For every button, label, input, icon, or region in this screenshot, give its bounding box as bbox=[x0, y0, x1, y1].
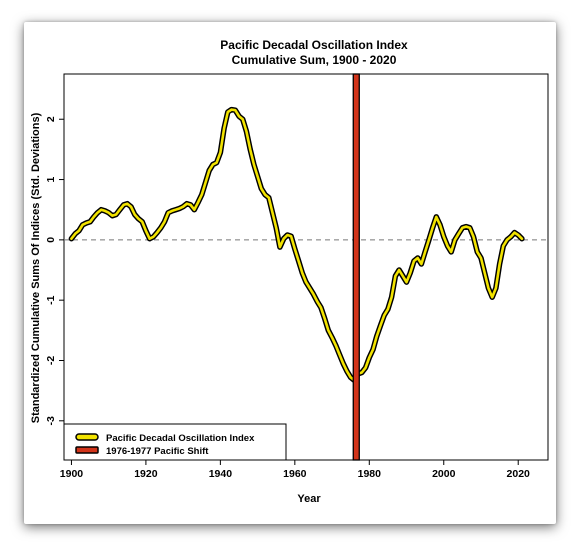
y-tick-label: -3 bbox=[45, 416, 57, 425]
x-tick-label: 1960 bbox=[283, 468, 307, 480]
ticks-layer: 1900 1920 1940 1960 1980 2000 2020 -3 -2 -1 0 1 2 bbox=[45, 116, 530, 480]
y-tick-label: 0 bbox=[45, 237, 57, 243]
pacific-shift-bar bbox=[352, 73, 360, 461]
y-tick-label: 2 bbox=[45, 116, 57, 122]
legend: Pacific Decadal Oscillation Index 1976-1… bbox=[63, 423, 287, 461]
x-tick-label: 1980 bbox=[358, 468, 382, 480]
chart-subtitle: Cumulative Sum, 1900 - 2020 bbox=[232, 53, 397, 67]
x-tick-label: 1920 bbox=[134, 468, 158, 480]
plot-frame bbox=[63, 73, 549, 461]
shift-layer bbox=[352, 73, 360, 461]
y-tick-label: -1 bbox=[45, 295, 57, 304]
x-axis-label: Year bbox=[297, 493, 321, 505]
x-tick-label: 1900 bbox=[60, 468, 84, 480]
x-tick-label: 2020 bbox=[507, 468, 531, 480]
legend-key-shift bbox=[75, 446, 99, 454]
y-axis-label: Standardized Cumulative Sums Of Indices … bbox=[30, 112, 42, 423]
legend-box bbox=[63, 423, 287, 461]
x-tick-label: 1940 bbox=[209, 468, 233, 480]
chart-card: Pacific Decadal Oscillation Index Cumula… bbox=[24, 22, 556, 524]
x-tick-label: 2000 bbox=[432, 468, 456, 480]
y-tick-label: -2 bbox=[45, 356, 57, 365]
chart-svg: Pacific Decadal Oscillation Index Cumula… bbox=[30, 38, 549, 505]
legend-label-pdo: Pacific Decadal Oscillation Index bbox=[106, 433, 255, 444]
legend-keys bbox=[75, 433, 99, 454]
legend-label-shift: 1976-1977 Pacific Shift bbox=[106, 446, 209, 457]
chart-title: Pacific Decadal Oscillation Index bbox=[220, 38, 408, 52]
series-layer bbox=[68, 106, 525, 384]
legend-key-pdo bbox=[75, 433, 99, 441]
y-tick-label: 1 bbox=[45, 176, 57, 182]
pdo-series-line bbox=[70, 108, 524, 382]
